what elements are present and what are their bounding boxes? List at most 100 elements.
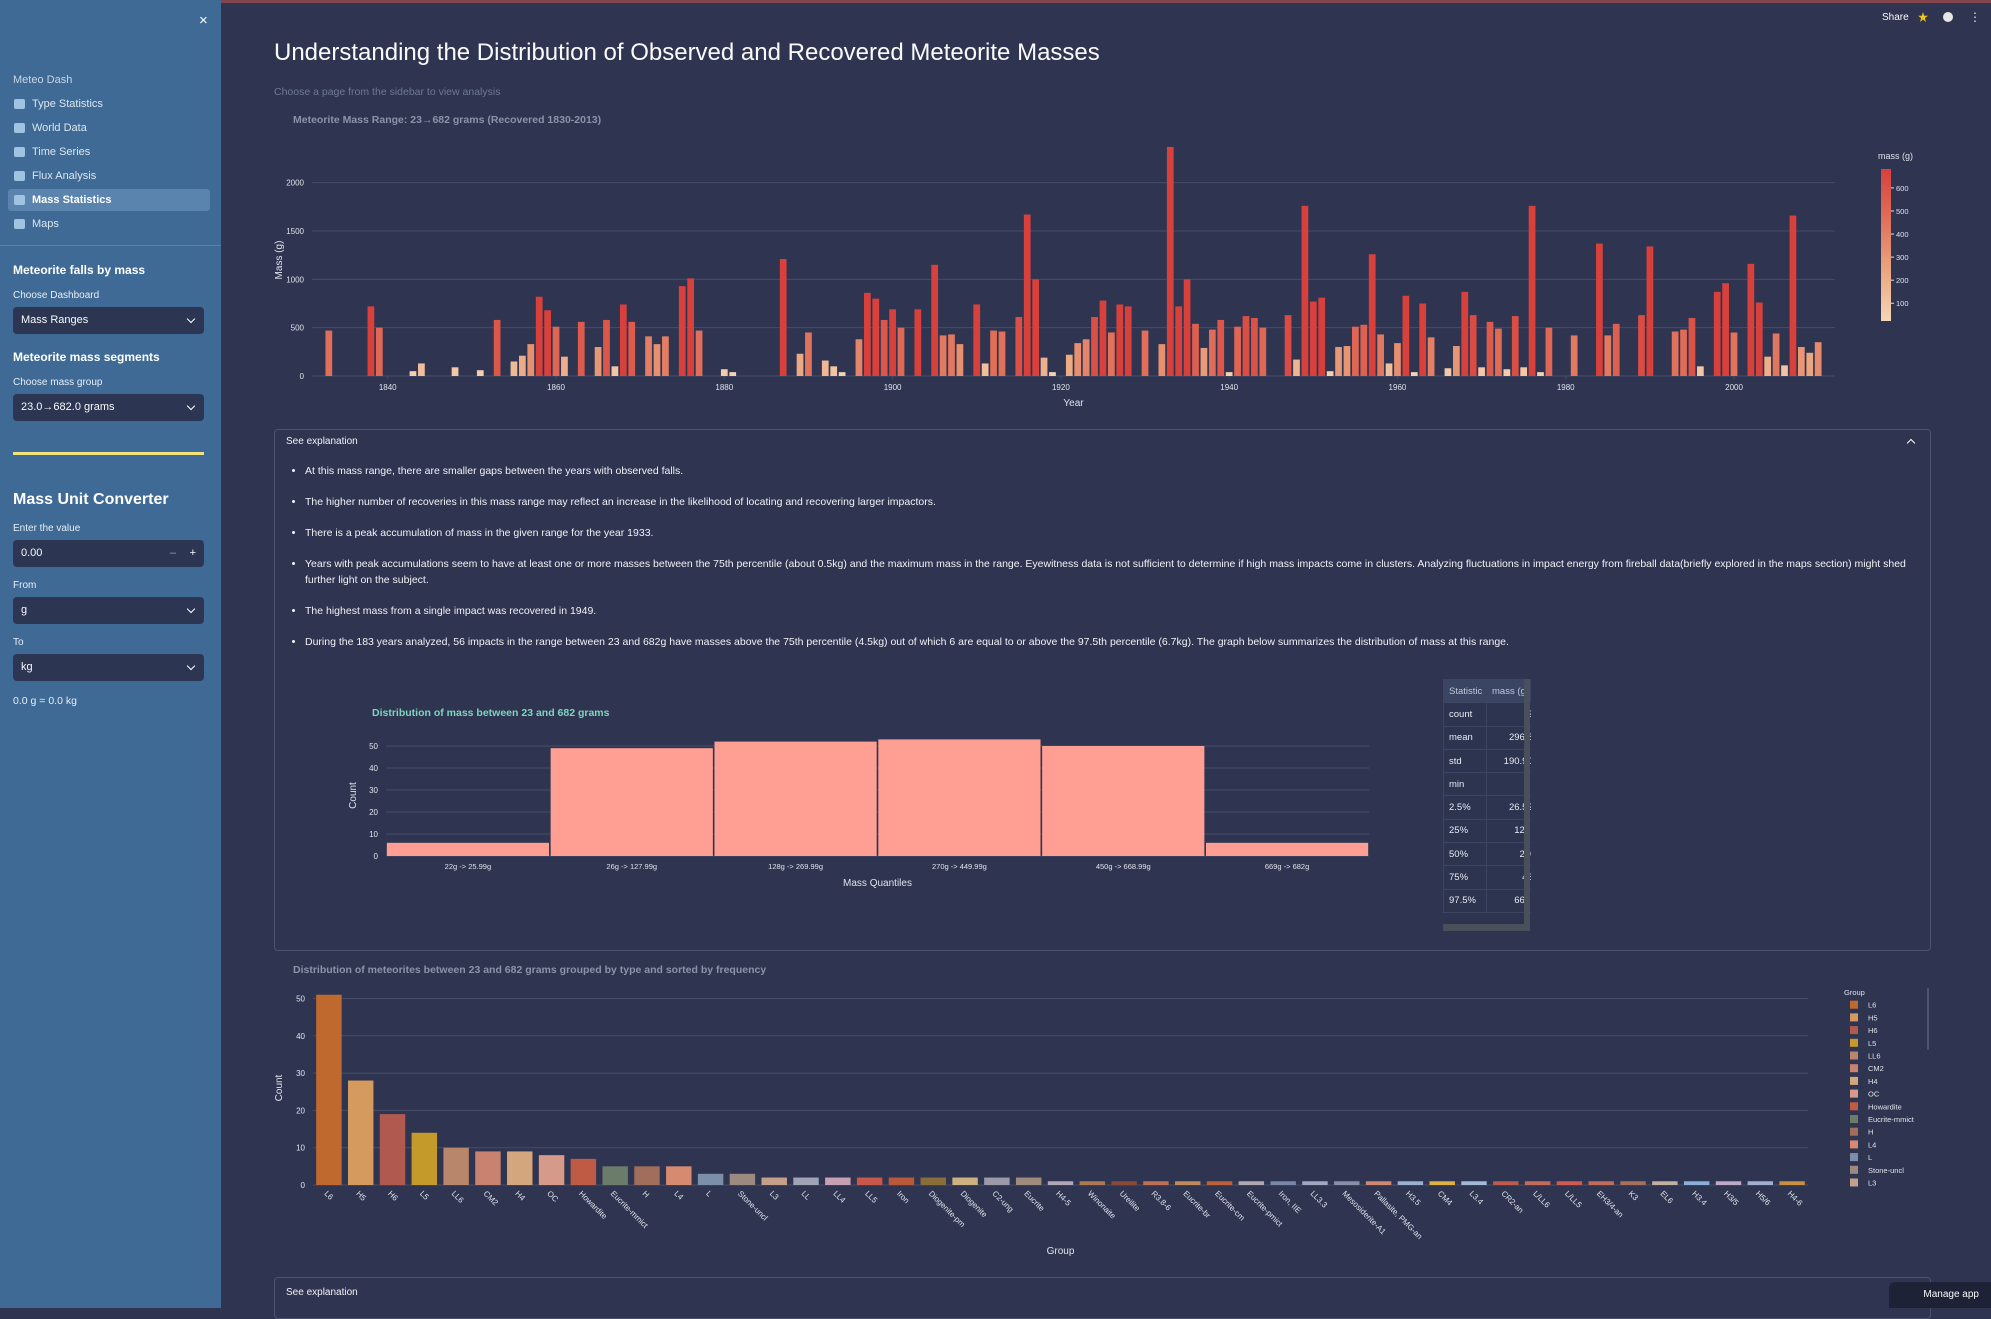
y-tick-label: 20 — [369, 808, 378, 817]
bar — [1570, 335, 1578, 376]
legend-swatch — [1850, 1089, 1858, 1098]
y-tick-label: 0 — [301, 1181, 306, 1190]
colorbar-tick-label: 200 — [1896, 276, 1909, 285]
nav-item[interactable]: Type Statistics — [8, 93, 210, 115]
bar — [1652, 1181, 1678, 1185]
bar — [1166, 146, 1174, 376]
nav-item[interactable]: Mass Statistics — [8, 189, 210, 211]
menu-icon[interactable]: ⋮ — [1969, 10, 1981, 24]
legend-swatch — [1850, 1140, 1858, 1149]
x-tick-label: 1900 — [884, 383, 902, 392]
value-input[interactable]: 0.00 – + — [13, 540, 204, 567]
y-tick-label: 1500 — [286, 227, 304, 236]
y-tick-label: 50 — [369, 742, 378, 751]
x-tick-label: H3.4 — [1690, 1189, 1709, 1208]
group-select[interactable]: 23.0→682.0 grams — [13, 394, 204, 421]
nav-label: Time Series — [32, 146, 91, 158]
legend-swatch — [1850, 1153, 1858, 1162]
bar — [1205, 842, 1369, 856]
dashboard-select[interactable]: Mass Ranges — [13, 307, 204, 334]
bar — [863, 292, 871, 376]
bar — [1671, 331, 1679, 376]
bar — [628, 321, 636, 376]
scrollbar[interactable] — [1524, 679, 1530, 931]
table-cell: 669.1 — [1486, 888, 1531, 913]
page-subtitle: Choose a page from the sidebar to view a… — [274, 86, 501, 98]
bar — [1284, 315, 1292, 376]
increment[interactable]: + — [189, 547, 196, 559]
x-tick-label: LL6 — [450, 1189, 466, 1205]
decrement[interactable]: – — [169, 547, 176, 559]
y-tick-label: 1000 — [286, 275, 304, 284]
close-sidebar[interactable]: × — [199, 12, 208, 29]
bar — [920, 1177, 946, 1185]
nav-item[interactable]: Maps — [8, 213, 210, 235]
bar — [1503, 369, 1511, 376]
bar — [1175, 1181, 1201, 1185]
from-select[interactable]: g — [13, 597, 204, 624]
expander-toggle[interactable]: See explanation — [286, 1287, 358, 1298]
to-select[interactable]: kg — [13, 654, 204, 681]
bar — [1730, 332, 1738, 376]
legend-label: OC — [1868, 1090, 1880, 1099]
table-row: 25%128.7 — [1443, 818, 1531, 844]
bar — [443, 1147, 469, 1185]
expander-toggle[interactable]: See explanation — [286, 436, 358, 447]
star-icon[interactable] — [1918, 12, 1928, 22]
bullet: During the 183 years analyzed, 56 impact… — [305, 634, 1935, 650]
bar — [510, 361, 518, 376]
y-tick-label: 10 — [369, 830, 378, 839]
legend-label: Eucrite-mmict — [1868, 1115, 1915, 1124]
table-cell: 26.528 — [1486, 795, 1531, 820]
bar — [695, 330, 703, 376]
x-tick-label: H4 — [513, 1189, 527, 1203]
bar — [1047, 1181, 1074, 1185]
github-icon[interactable] — [1943, 12, 1953, 22]
bar — [475, 1151, 501, 1185]
nav-item[interactable]: World Data — [8, 117, 210, 139]
bar — [1343, 346, 1351, 376]
nav-icon — [14, 171, 25, 181]
bar — [1238, 1181, 1265, 1185]
y-tick-label: 0 — [374, 852, 379, 861]
bar — [821, 360, 829, 376]
bar — [897, 327, 905, 376]
bar — [1099, 300, 1107, 376]
bar — [1318, 297, 1326, 376]
scrollbar-horizontal[interactable] — [1443, 924, 1530, 931]
bar — [1259, 327, 1267, 376]
bar — [1722, 283, 1729, 376]
x-tick-label: Eucrite — [1022, 1189, 1046, 1213]
legend-label: L3 — [1868, 1179, 1876, 1188]
bar — [375, 327, 383, 376]
field-label: Enter the value — [13, 523, 81, 534]
x-tick-label: 1860 — [547, 383, 565, 392]
legend-swatch — [1850, 1178, 1858, 1187]
legend-swatch — [1850, 1051, 1858, 1060]
nav-item[interactable]: Time Series — [8, 141, 210, 163]
bar — [1175, 306, 1183, 376]
manage-app-button[interactable]: Manage app — [1889, 1282, 1991, 1308]
page-title: Understanding the Distribution of Observ… — [274, 39, 1100, 66]
app-name: Meteo Dash — [13, 74, 73, 86]
bar — [1715, 1181, 1742, 1185]
bar — [1234, 326, 1241, 376]
y-tick-label: 50 — [296, 994, 305, 1003]
table-cell: min — [1443, 772, 1487, 797]
x-tick-label: Howardite — [577, 1189, 609, 1221]
bar — [367, 306, 375, 376]
bar — [386, 842, 550, 856]
bar — [1368, 254, 1376, 376]
bar — [889, 309, 896, 376]
nav-label: Mass Statistics — [32, 194, 112, 206]
x-tick-label: L3 — [768, 1189, 781, 1202]
bar — [476, 370, 484, 376]
share-button[interactable]: Share — [1882, 12, 1909, 23]
nav-item[interactable]: Flux Analysis — [8, 165, 210, 187]
x-tick-label: 128g -> 269.99g — [768, 862, 823, 871]
bar — [594, 347, 602, 376]
bar — [1410, 372, 1418, 376]
bar — [1111, 1181, 1137, 1185]
legend-swatch — [1850, 1013, 1858, 1022]
table-cell: count — [1443, 702, 1487, 727]
